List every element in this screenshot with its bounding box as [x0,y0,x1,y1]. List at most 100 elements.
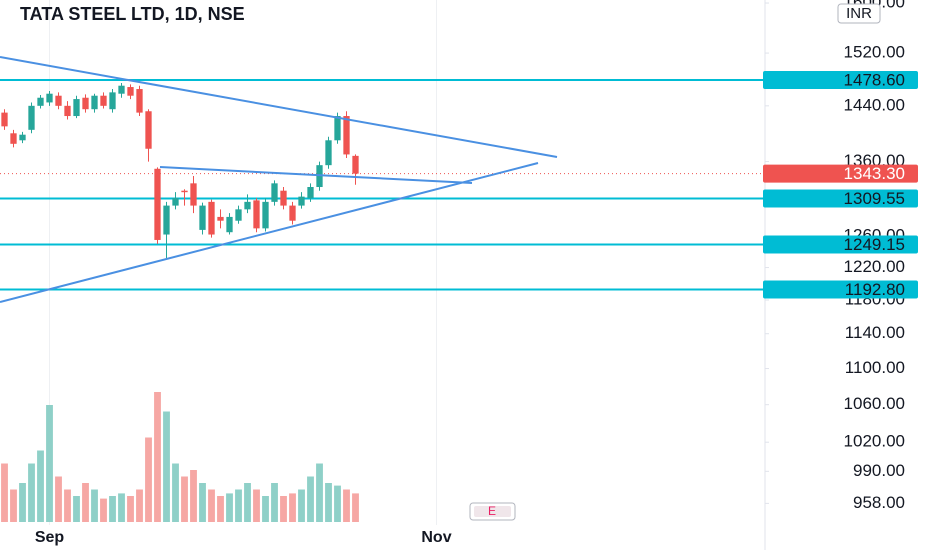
y-tick-label: 1020.00 [844,432,905,451]
candle-body [37,97,44,106]
level-label: 1249.15 [844,235,905,254]
volume-bar [181,476,188,522]
volume-bar [109,496,116,522]
events-marker-fill [474,506,511,517]
candle-body [352,155,359,174]
volume-bar [352,493,359,522]
y-tick-label: 1440.00 [844,95,905,114]
inner-trend-line [159,166,473,184]
events-marker[interactable]: E [488,504,496,518]
candle-body [1,112,8,127]
volume-bar [145,437,152,522]
candle-body [91,95,98,110]
candle-body [190,183,197,206]
volume-bar [226,493,233,522]
candle-body [235,209,242,221]
candle-body [118,85,125,94]
level-label-box [763,280,918,299]
y-tick-label: 1140.00 [845,323,905,342]
volume-bar [289,493,296,522]
candle-body [181,190,188,193]
y-tick-label: 1520.00 [844,43,905,62]
candle-body [307,187,314,199]
candle-body [298,196,305,206]
volume-bar [73,496,80,522]
candle-body [289,205,296,221]
currency-box [837,3,881,24]
volume-bar [190,470,197,522]
x-tick-label: Sep [35,529,65,546]
volume-bar [271,483,278,522]
volume-bar [28,463,35,522]
x-tick-label: Nov [421,529,451,546]
volume-bar [262,496,269,522]
candle-body [271,183,278,202]
level-label-box [763,235,918,254]
volume-bar [82,483,89,522]
level-label: 1478.60 [844,71,905,90]
candle-body [244,201,251,210]
candle-body [262,201,269,229]
levels [0,79,765,291]
volume-bar [172,463,179,522]
candle-body [82,97,89,110]
candle-body [136,89,143,113]
volume-bar [244,483,251,522]
volume-bar [253,489,260,522]
level-label-box [763,71,918,90]
level-label: 1192.80 [845,280,905,299]
candle-body [199,205,206,230]
level-label: 1309.55 [844,189,905,208]
volume-bar [217,496,224,522]
volume-bar [307,476,314,522]
volume-bar [298,489,305,522]
volume-bar [280,496,287,522]
lower-trend-line [0,162,539,303]
candle-body [325,140,332,166]
y-tick-label: 1220.00 [844,257,905,276]
candle-body [280,190,287,206]
candle-body [154,168,161,240]
candle-body [172,198,179,206]
y-tick-label: 958.00 [853,493,905,512]
candle-body [10,133,17,144]
candle-body [145,111,152,149]
y-tick-label: 1100.00 [845,358,905,377]
candle-body [28,105,35,130]
volume-bar [37,450,44,522]
volume-bar [316,463,323,522]
candle-body [226,216,233,233]
volume-bar [199,483,206,522]
upper-trend-line [0,56,558,158]
volume-bar [343,489,350,522]
volume-bar [208,489,215,522]
candles [1,83,359,259]
volume-bar [163,411,170,522]
currency: INR [846,5,872,22]
chart-title: TATA STEEL LTD, 1D, NSE [20,4,245,24]
candle-body [55,95,62,106]
candle-body [109,92,116,110]
volume-bar [1,463,8,522]
volume-bar [46,405,53,522]
volume-bar [118,493,125,522]
candle-body [253,200,260,229]
volume-bar [235,489,242,522]
candle-body [46,93,53,103]
level-label-box [763,189,918,208]
candle-body [64,105,71,117]
volume-bar [55,476,62,522]
candle-body [100,95,107,106]
volume [1,392,359,522]
volume-bar [64,489,71,522]
volume-bar [19,483,26,522]
candle-body [127,87,134,96]
grid [49,0,437,525]
volume-bar [154,392,161,522]
y-tick-label: 990.00 [853,461,905,480]
candle-body [73,99,80,117]
candle-body [217,216,224,221]
candle-body [163,205,170,235]
volume-bar [136,489,143,522]
